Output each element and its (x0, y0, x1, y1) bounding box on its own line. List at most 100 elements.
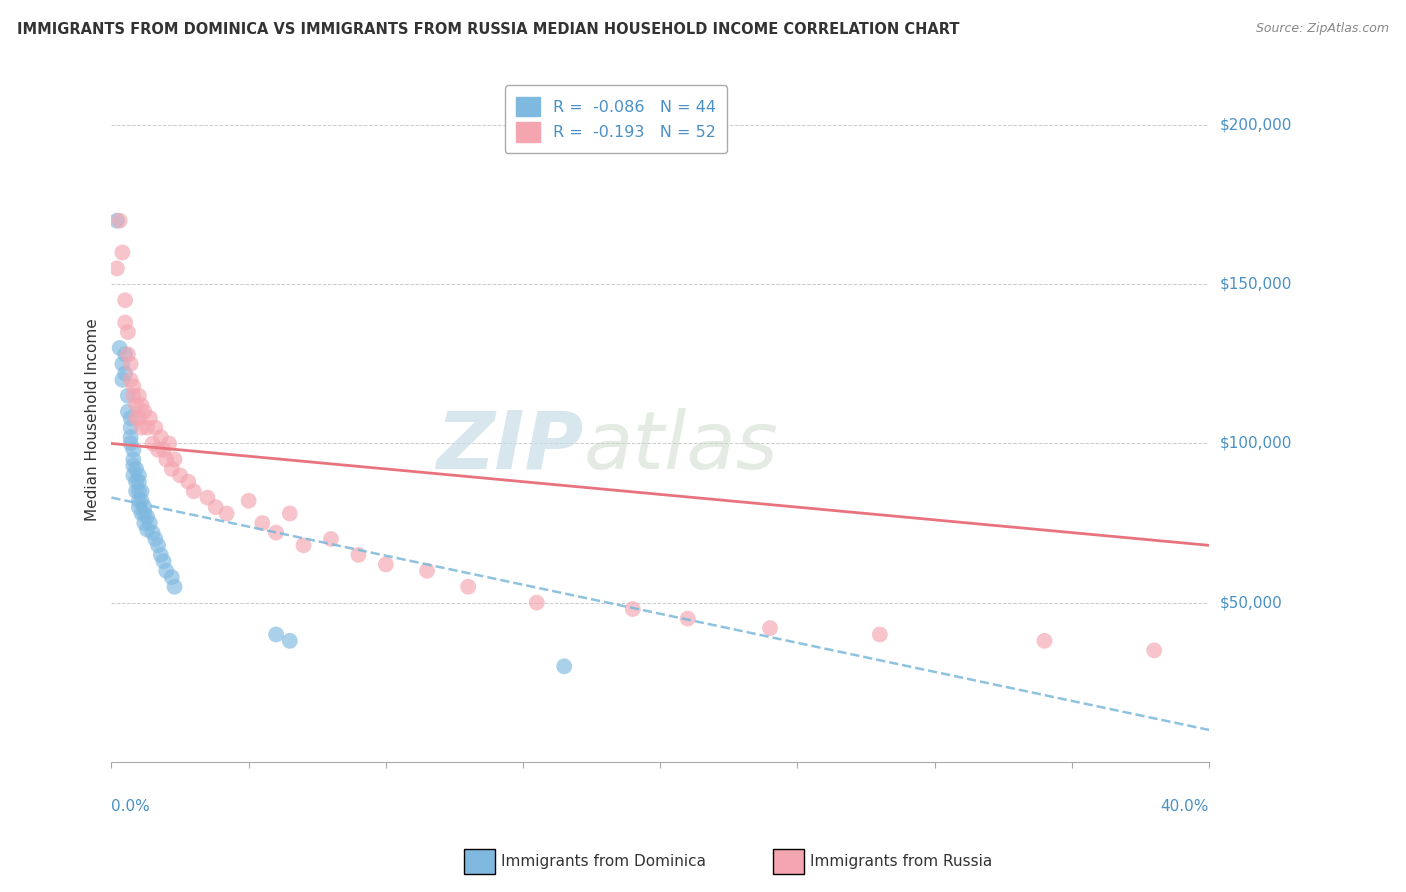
Text: $150,000: $150,000 (1220, 277, 1292, 292)
Point (122, 468, 145, 483)
Point (157, 436, 180, 450)
Point (1143, 643, 1166, 657)
Point (374, 558, 396, 572)
Text: $50,000: $50,000 (1220, 595, 1282, 610)
Point (128, 468, 150, 483)
Point (114, 347, 136, 361)
Point (117, 347, 139, 361)
Point (134, 507, 156, 521)
Point (869, 627, 891, 641)
Point (163, 580, 186, 594)
Point (128, 493, 150, 508)
Point (1033, 633, 1056, 648)
Text: 0.0%: 0.0% (111, 799, 150, 814)
Point (117, 325, 139, 339)
Point (108, 213, 131, 227)
Point (125, 484, 148, 499)
Point (457, 580, 479, 594)
Point (122, 379, 145, 393)
Point (160, 462, 183, 476)
Point (125, 475, 148, 489)
Point (146, 442, 169, 457)
Point (134, 404, 156, 418)
Point (105, 261, 128, 276)
Point (120, 436, 142, 450)
Point (759, 621, 782, 635)
Point (134, 500, 156, 515)
Text: $200,000: $200,000 (1220, 118, 1292, 133)
Point (204, 500, 226, 515)
Point (114, 367, 136, 381)
Point (676, 611, 699, 625)
Y-axis label: Median Household Income: Median Household Income (86, 318, 100, 521)
Point (120, 411, 142, 425)
Point (114, 316, 136, 330)
Point (163, 452, 186, 467)
Point (155, 452, 177, 467)
Point (111, 245, 134, 260)
Point (131, 507, 153, 521)
Text: ZIP: ZIP (436, 408, 583, 486)
Legend: R =  -0.086   N = 44, R =  -0.193   N = 52: R = -0.086 N = 44, R = -0.193 N = 52 (505, 86, 727, 153)
Point (143, 532, 166, 546)
Point (131, 484, 153, 499)
Point (105, 213, 128, 227)
Point (136, 420, 159, 434)
Point (553, 659, 575, 673)
Point (122, 458, 145, 473)
Point (139, 516, 162, 530)
Point (128, 484, 150, 499)
Point (136, 509, 159, 524)
Text: Immigrants from Dominica: Immigrants from Dominica (501, 855, 706, 869)
Point (128, 475, 150, 489)
Point (264, 627, 287, 641)
Point (160, 570, 183, 584)
Point (120, 430, 142, 444)
Point (149, 430, 172, 444)
Point (111, 357, 134, 371)
Point (278, 633, 301, 648)
Text: 40.0%: 40.0% (1161, 799, 1209, 814)
Text: Source: ZipAtlas.com: Source: ZipAtlas.com (1256, 22, 1389, 36)
Point (292, 538, 315, 552)
Point (136, 523, 159, 537)
Point (120, 373, 142, 387)
Point (120, 357, 142, 371)
Point (117, 389, 139, 403)
Point (117, 404, 139, 418)
Point (152, 554, 174, 568)
Point (183, 484, 205, 499)
Point (131, 493, 153, 508)
Point (197, 491, 219, 505)
Point (264, 525, 287, 540)
Point (108, 341, 131, 355)
Point (131, 420, 153, 434)
Point (278, 507, 301, 521)
Point (128, 500, 150, 515)
Point (134, 516, 156, 530)
Point (143, 420, 166, 434)
Point (122, 442, 145, 457)
Point (122, 452, 145, 467)
Point (215, 507, 238, 521)
Point (125, 411, 148, 425)
Point (131, 398, 153, 412)
Point (416, 564, 439, 578)
Point (139, 411, 162, 425)
Text: atlas: atlas (583, 408, 778, 486)
Point (142, 436, 165, 450)
Point (252, 516, 274, 530)
Point (146, 538, 169, 552)
Text: $100,000: $100,000 (1220, 436, 1292, 451)
Point (128, 411, 150, 425)
Point (319, 532, 342, 546)
Point (122, 389, 145, 403)
Point (621, 602, 644, 616)
Point (526, 596, 548, 610)
Point (125, 398, 148, 412)
Point (169, 468, 191, 483)
Point (120, 420, 142, 434)
Text: IMMIGRANTS FROM DOMINICA VS IMMIGRANTS FROM RUSSIA MEDIAN HOUSEHOLD INCOME CORRE: IMMIGRANTS FROM DOMINICA VS IMMIGRANTS F… (17, 22, 959, 37)
Point (177, 475, 200, 489)
Point (128, 389, 150, 403)
